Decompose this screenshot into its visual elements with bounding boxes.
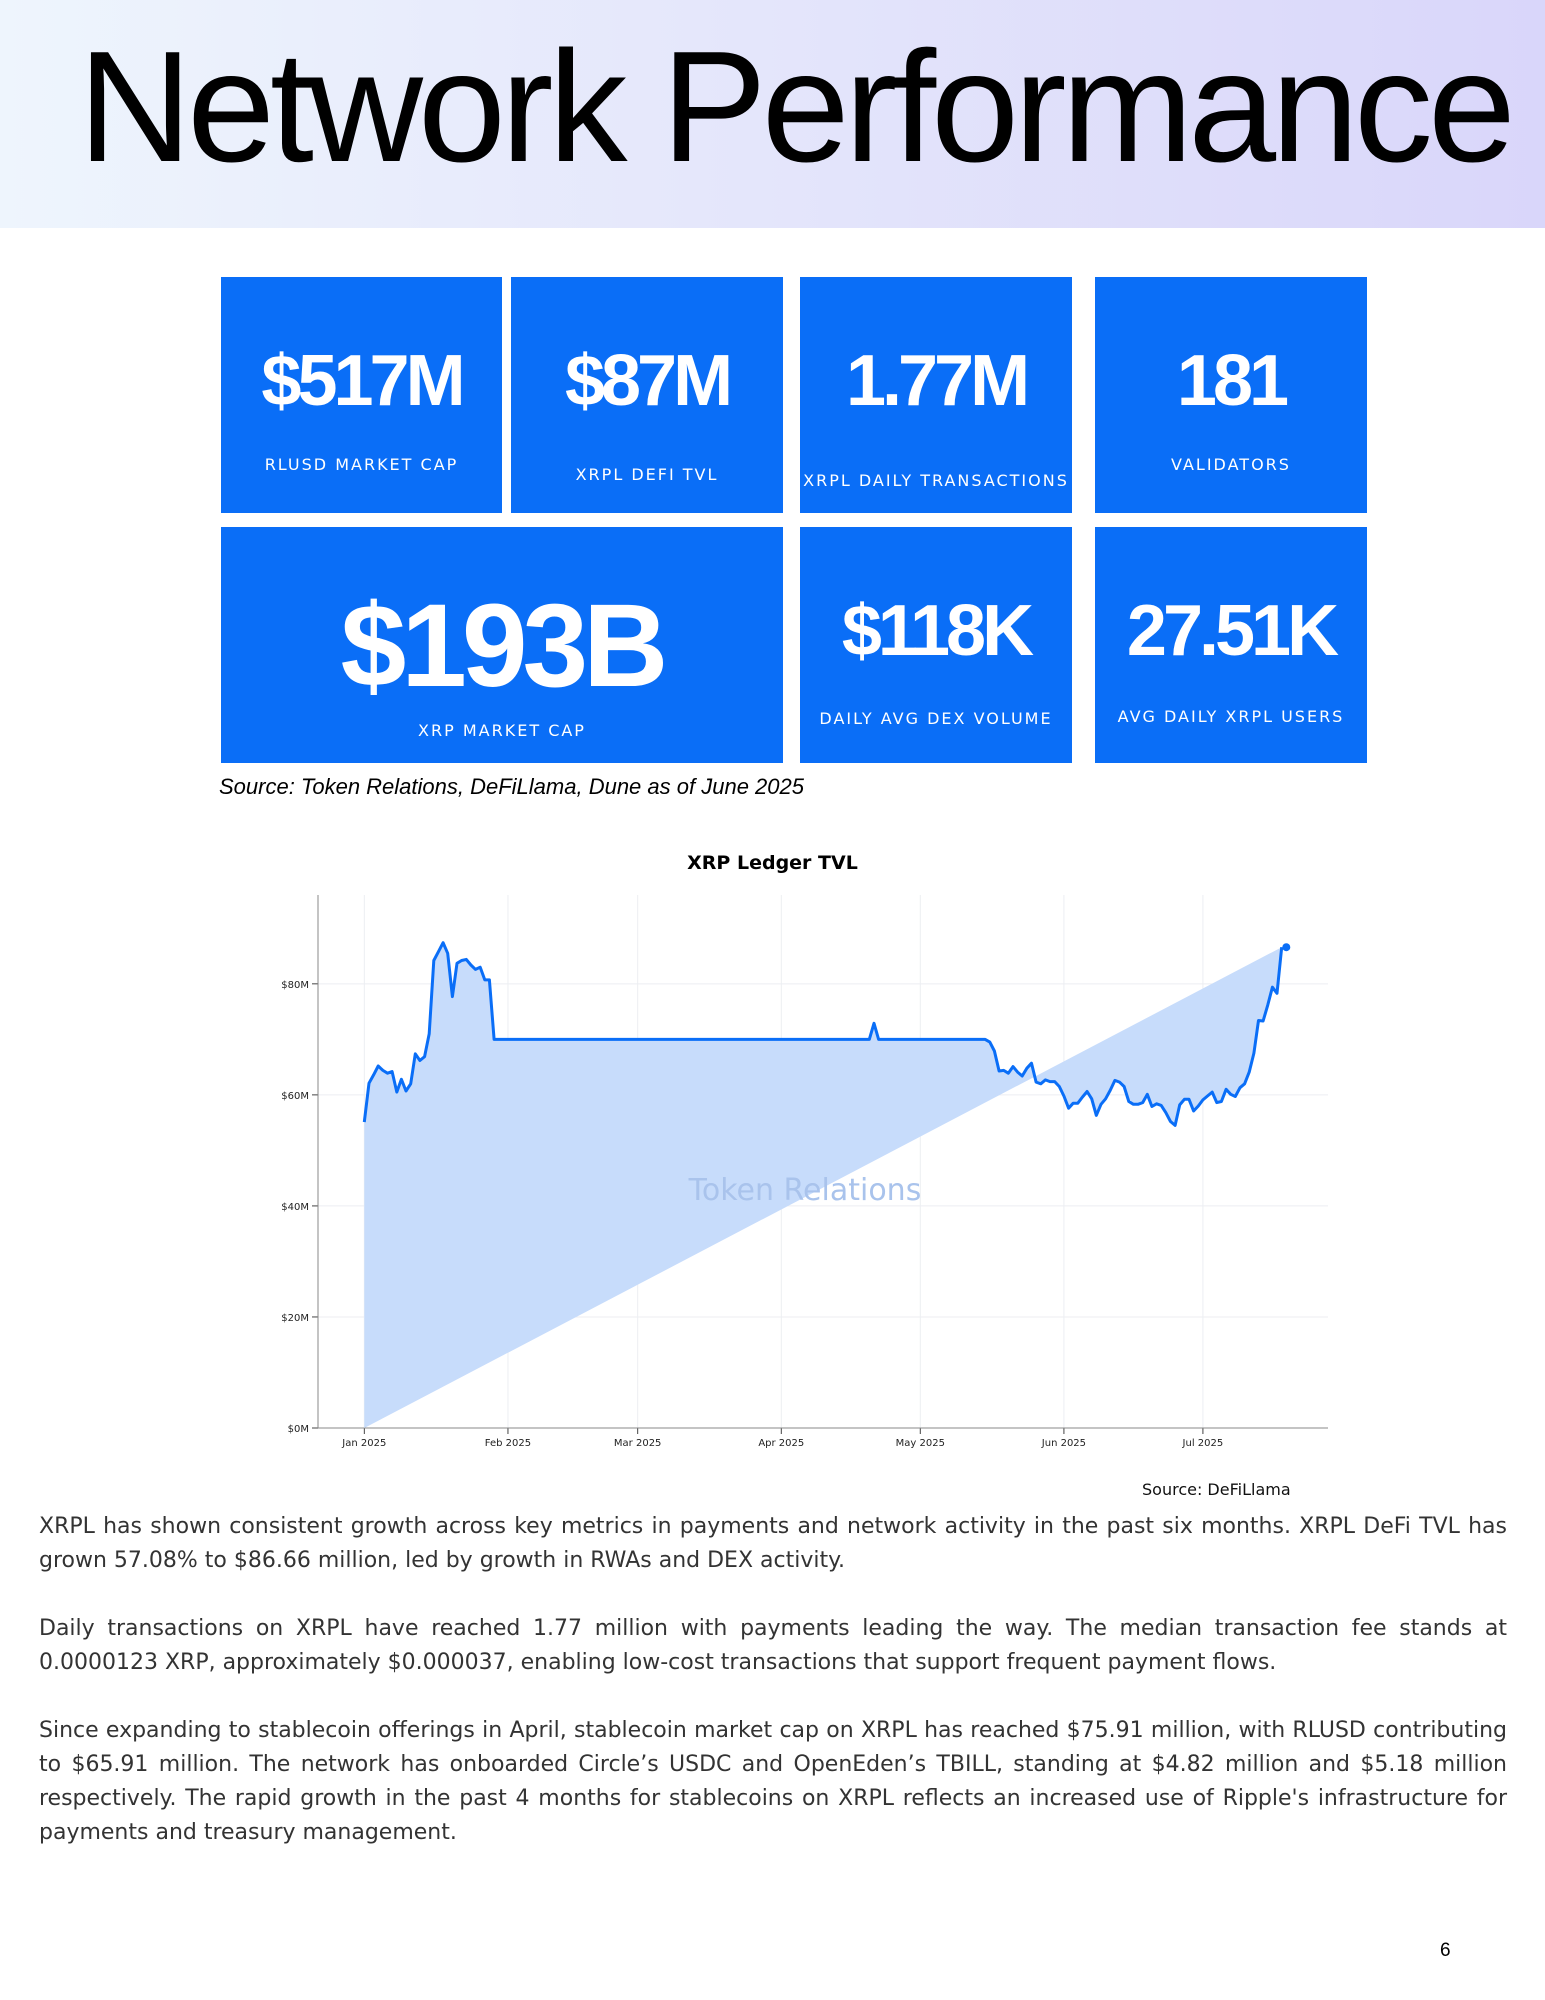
x-tick-label: Jul 2025 (1182, 1438, 1224, 1449)
paragraph: XRPL has shown consistent growth across … (39, 1514, 1507, 1573)
metric-label: VALIDATORS (1171, 455, 1291, 474)
metric-xrpl-defi-tvl: $87M XRPL DEFI TVL (511, 277, 783, 513)
metric-daily-avg-dex-volume: $118K DAILY AVG DEX VOLUME (800, 527, 1072, 763)
tvl-area-fill (364, 942, 1282, 1428)
page-title: Network Performance (78, 19, 1516, 195)
y-tick-label: $80M (281, 980, 309, 991)
metric-label: AVG DAILY XRPL USERS (1117, 707, 1345, 726)
y-tick-label: $20M (281, 1313, 309, 1324)
metric-value: $193B (340, 580, 669, 712)
metric-xrp-market-cap: $193B XRP MARKET CAP (221, 527, 783, 763)
chart-watermark: Token Relations (688, 1173, 922, 1208)
paragraph: Since expanding to stablecoin offerings … (39, 1718, 1507, 1845)
header-banner: Network Performance (0, 0, 1545, 228)
x-tick-label: Feb 2025 (485, 1438, 531, 1449)
metric-validators: 181 VALIDATORS (1095, 277, 1367, 513)
metric-value: 181 (1176, 341, 1289, 421)
metric-label: RLUSD MARKET CAP (264, 455, 459, 474)
metric-rlusd-market-cap: $517M RLUSD MARKET CAP (221, 277, 502, 513)
tvl-chart-svg: $0M $20M $40M $60M $80M Jan 2025 Feb 2025 Mar 2… (281, 895, 1328, 1449)
metric-xrpl-daily-transactions: 1.77M XRPL DAILY TRANSACTIONS (800, 277, 1072, 513)
metric-value: $118K (841, 591, 1034, 671)
metric-label: XRPL DAILY TRANSACTIONS (803, 471, 1069, 490)
tvl-chart: XRP Ledger TVL $0M $20M $40M $60M $80M Jan 20… (0, 840, 1545, 1480)
body-text: XRPL has shown consistent growth across … (39, 1510, 1507, 1884)
metric-avg-daily-xrpl-users: 27.51K AVG DAILY XRPL USERS (1095, 527, 1367, 763)
metrics-source: Source: Token Relations, DeFiLlama, Dune… (219, 774, 804, 799)
x-tick-label: Mar 2025 (614, 1438, 662, 1449)
x-tick-label: Jan 2025 (341, 1438, 386, 1449)
y-tick-label: $60M (281, 1091, 309, 1102)
page-number: 6 (1440, 1940, 1451, 1961)
metric-value: 1.77M (845, 341, 1030, 421)
paragraph: Daily transactions on XRPL have reached … (39, 1616, 1507, 1675)
y-tick-label: $40M (281, 1202, 309, 1213)
metric-value: 27.51K (1126, 591, 1339, 671)
metric-value: $87M (564, 341, 733, 421)
metric-label: XRP MARKET CAP (418, 721, 586, 740)
x-tick-label: Jun 2025 (1041, 1438, 1086, 1449)
metric-value: $517M (261, 341, 465, 421)
x-tick-label: Apr 2025 (758, 1438, 804, 1449)
chart-source: Source: DeFiLlama (1142, 1480, 1291, 1499)
chart-title: XRP Ledger TVL (687, 852, 858, 874)
metric-label: DAILY AVG DEX VOLUME (819, 709, 1053, 728)
metric-label: XRPL DEFI TVL (575, 465, 719, 484)
y-tick-label: $0M (288, 1424, 309, 1435)
tvl-line (362, 941, 1284, 1127)
tvl-last-point (1282, 943, 1291, 952)
x-tick-label: May 2025 (896, 1438, 945, 1449)
